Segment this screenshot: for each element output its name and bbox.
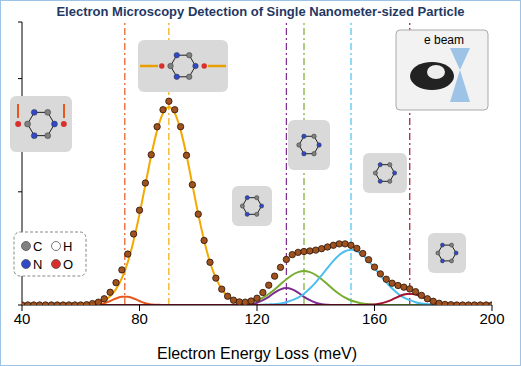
svg-text:N: N [33, 257, 42, 272]
svg-text:120: 120 [244, 310, 269, 327]
svg-text:H: H [63, 239, 72, 254]
svg-text:e beam: e beam [424, 33, 464, 47]
svg-text:80: 80 [131, 310, 148, 327]
html-text:Electron Microscopy Detection: Electron Microscopy Detection of Single … [56, 4, 465, 19]
svg-text:Electron Energy Loss (meV): Electron Energy Loss (meV) [157, 345, 357, 362]
svg-text:C: C [33, 239, 42, 254]
svg-text:200: 200 [479, 310, 504, 327]
svg-text:O: O [63, 257, 73, 272]
svg-text:160: 160 [362, 310, 387, 327]
svg-text:40: 40 [14, 310, 31, 327]
